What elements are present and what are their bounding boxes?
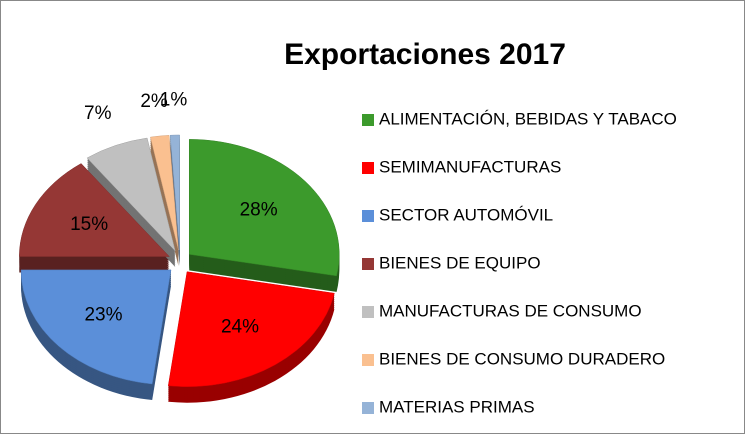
slice (19, 163, 170, 257)
slice (188, 139, 340, 277)
legend-label: MATERIAS PRIMAS (379, 397, 535, 416)
slice (169, 134, 180, 251)
legend-swatch (362, 210, 374, 222)
slice (167, 271, 335, 387)
data-label: 1% (160, 90, 188, 111)
slice-side (150, 139, 179, 255)
slice-side (150, 141, 179, 257)
legend-swatch (362, 114, 374, 126)
legend-label: ALIMENTACIÓN, BEBIDAS Y TABACO (379, 109, 677, 128)
data-label: 28% (240, 199, 278, 220)
slice (20, 269, 172, 385)
slice-side (150, 143, 179, 259)
legend-swatch (362, 258, 374, 270)
legend-swatch (362, 402, 374, 414)
legend-swatch (362, 354, 374, 366)
slice-side (150, 147, 179, 263)
legend-swatch (362, 306, 374, 318)
slice-side (150, 145, 179, 261)
data-label: 2% (140, 91, 168, 112)
pie-top (19, 134, 340, 387)
legend-swatch (362, 162, 374, 174)
data-label: 24% (221, 317, 259, 338)
slice (86, 137, 176, 252)
data-label: 23% (84, 305, 122, 326)
legend-label: BIENES DE CONSUMO DURADERO (379, 349, 665, 368)
legend-label: SEMIMANUFACTURAS (379, 157, 561, 176)
slice (150, 135, 179, 251)
chart-title: Exportaciones 2017 (284, 38, 566, 71)
data-label: 15% (70, 214, 108, 235)
legend-label: BIENES DE EQUIPO (379, 253, 541, 272)
legend-label: SECTOR AUTOMÓVIL (379, 205, 553, 224)
legend-label: MANUFACTURAS DE CONSUMO (379, 301, 642, 320)
data-label: 7% (84, 103, 112, 124)
